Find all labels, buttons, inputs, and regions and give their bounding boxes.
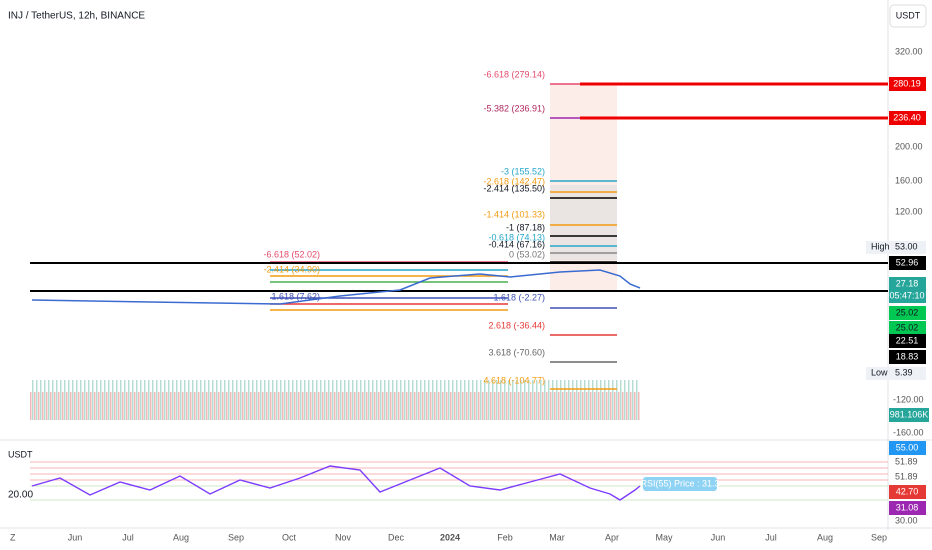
badge (889, 321, 926, 335)
rsi-axis-label: 51.89 (895, 456, 918, 466)
badge (889, 408, 929, 422)
fib-label: -3 (155.52) (501, 166, 545, 176)
badge (889, 111, 926, 125)
rsi-axis-label: 30.00 (895, 515, 918, 525)
rsi-currency: USDT (8, 449, 33, 459)
badge (889, 334, 926, 348)
fib-lines (270, 83, 617, 390)
price-tick: 120.00 (895, 206, 923, 216)
badge-text: 05:47:10 (889, 290, 924, 300)
badge (866, 241, 926, 254)
fib-label: -6.618 (52.02) (263, 249, 320, 259)
fib-label: -1 (87.18) (506, 222, 545, 232)
badge-text: 280.19 (893, 78, 921, 88)
time-label: Aug (817, 532, 833, 542)
fib-zone-mid (550, 185, 617, 260)
fib-label: -5.382 (236.91) (483, 103, 545, 113)
fib-label: -2.618 (142.47) (483, 176, 545, 186)
price-axis: 320.00 200.00 160.00 120.00 -120.00 -160… (893, 46, 924, 437)
fib-label: 1.618 (-2.27) (493, 292, 545, 302)
rsi-axis-label: 51.89 (895, 471, 918, 481)
rsi-axis-label: 42.70 (896, 486, 919, 496)
badge-text: 236.40 (893, 112, 921, 122)
fib-label: -6.618 (279.14) (483, 69, 545, 79)
fib-label: 0 (53.02) (509, 249, 545, 259)
rsi-axis-label: 31.08 (896, 502, 919, 512)
rsi-left-tick: 20.00 (8, 490, 33, 501)
rsi-line (31, 465, 641, 501)
time-label: Jun (711, 532, 726, 542)
symbol-title: INJ / TetherUS, 12h, BINANCE (8, 11, 145, 22)
badge-text: 18.83 (896, 351, 919, 361)
price-tick: 320.00 (895, 46, 923, 56)
badge-text: Low (871, 367, 888, 377)
price-tick: -120.00 (893, 394, 924, 404)
fib-label-group: -6.618 (279.14) -5.382 (236.91) -3 (155.… (263, 69, 545, 385)
time-label: 2024 (440, 532, 460, 542)
time-label: Oct (282, 532, 297, 542)
rsi-bands (30, 461, 888, 501)
time-label: Jul (122, 532, 134, 542)
time-label: Jun (68, 532, 83, 542)
badge (889, 277, 926, 303)
badge-text: 981.106K (890, 409, 929, 419)
time-label: Mar (549, 532, 565, 542)
rsi-price-label (643, 477, 717, 491)
fib-label: -0.414 (67.16) (488, 239, 545, 249)
badge (889, 256, 926, 270)
price-tick: 200.00 (895, 141, 923, 151)
currency-button[interactable] (889, 4, 927, 28)
volume-bars (30, 360, 640, 438)
time-label: Aug (173, 532, 189, 542)
badge (889, 350, 926, 364)
badge (889, 77, 926, 91)
rsi-price-text: RSI(55) Price : 31.3 (640, 478, 719, 488)
time-label: Apr (605, 532, 619, 542)
badge-text: High (871, 241, 890, 251)
fib-label: -0.618 (74.13) (488, 232, 545, 242)
badge-text: 53.00 (895, 241, 918, 251)
time-label: May (655, 532, 673, 542)
rsi-axis-label: 55.00 (896, 442, 919, 452)
currency-label[interactable]: USDT (896, 10, 921, 20)
badge (889, 485, 926, 499)
time-label: Z (10, 532, 16, 542)
time-label: Jul (765, 532, 777, 542)
time-label: Sep (228, 532, 244, 542)
time-label: Feb (497, 532, 513, 542)
fib-label: -2.414 (135.50) (483, 183, 545, 193)
fib-label: 1.618 (7.62) (271, 291, 320, 301)
price-line (31, 269, 641, 305)
fib-label: 2.618 (-36.44) (488, 320, 545, 330)
time-axis: Z Jun Jul Aug Sep Oct Nov Dec 2024 Feb M… (10, 532, 887, 542)
fib-label: -1.414 (101.33) (483, 209, 545, 219)
badge (889, 306, 926, 320)
badge-text: 52.96 (896, 257, 919, 267)
fib-label: 4.618 (-104.77) (483, 375, 545, 385)
badge (866, 367, 926, 380)
badge (889, 441, 926, 455)
price-tick: 160.00 (895, 175, 923, 185)
badge-text: 25.02 (896, 322, 919, 332)
time-label: Nov (335, 532, 352, 542)
fib-label: -2.414 (34.90) (263, 264, 320, 274)
badge-text: 5.39 (895, 367, 913, 377)
badge-text: 22.51 (896, 335, 919, 345)
fib-label: 3.618 (-70.60) (488, 347, 545, 357)
price-tick: -160.00 (893, 427, 924, 437)
time-label: Dec (388, 532, 405, 542)
badge (889, 501, 926, 515)
badge-text: 27.18 (896, 278, 919, 288)
time-label: Sep (871, 532, 887, 542)
badge-text: 25.02 (896, 307, 919, 317)
